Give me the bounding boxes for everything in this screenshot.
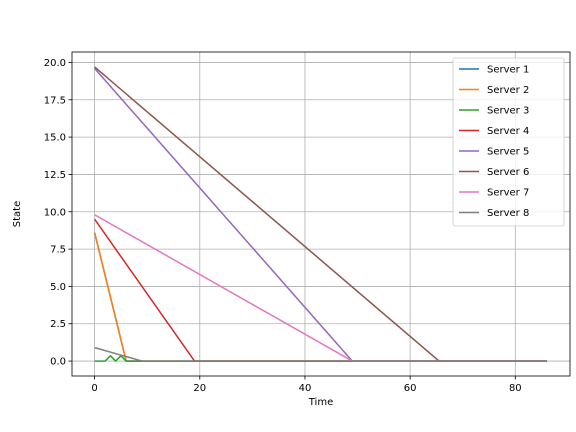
y-axis-label: State [12,201,23,227]
y-tick-label: 12.5 [44,170,66,181]
x-tick-label: 20 [193,383,206,394]
y-tick-label: 17.5 [44,95,66,106]
legend-label: Server 1 [487,65,529,76]
x-axis-ticks: 0 20 40 60 80 [91,376,522,394]
x-tick-label: 80 [509,383,522,394]
plot-frame [71,51,571,377]
series-line-server-4 [93,218,547,362]
y-axis-ticks: 0.0 2.5 5.0 7.5 10.0 12.5 15.0 17.5 20.0 [44,58,72,368]
legend-label: Server 6 [487,167,529,178]
series-line-server-7 [94,214,547,362]
y-tick-label: 10.0 [44,207,66,218]
series-line-server-3 [94,355,547,362]
legend-label: Server 4 [487,126,529,137]
legend-label: Server 2 [487,85,529,96]
legend: Server 1 Server 2 Server 3 Server 4 Server 5… [452,57,565,227]
legend-label: Server 3 [487,106,529,117]
legend-label: Server 7 [487,188,529,199]
legend-label: Server 5 [487,147,529,158]
y-tick-label: 5.0 [50,282,66,293]
x-axis-label: Time [308,397,333,408]
series-line-server-8 [94,346,547,362]
y-tick-label: 20.0 [44,58,66,69]
y-tick-label: 2.5 [50,319,66,330]
plot-series [93,66,547,362]
legend-box [452,57,565,227]
series-line-server-2 [93,232,547,362]
x-tick-label: 60 [404,383,417,394]
y-tick-label: 15.0 [44,133,66,144]
x-tick-label: 0 [91,383,97,394]
legend-label: Server 8 [487,208,529,219]
x-tick-label: 40 [299,383,312,394]
series-line-server-1 [93,232,547,362]
y-tick-label: 7.5 [50,245,66,256]
y-tick-label: 0.0 [50,357,66,368]
